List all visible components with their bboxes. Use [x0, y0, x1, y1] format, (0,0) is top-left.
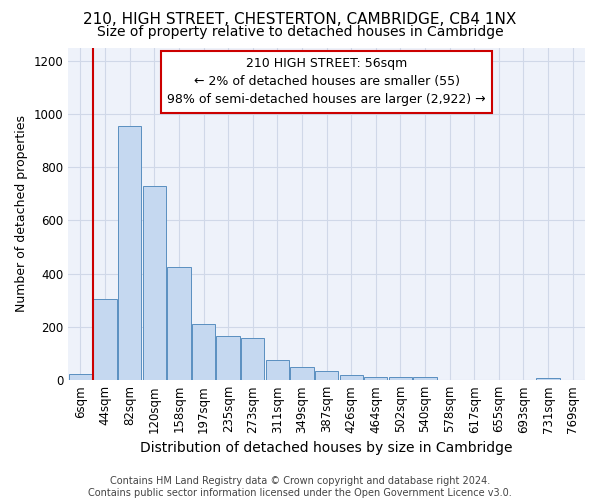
Bar — [217, 336, 240, 380]
Bar — [536, 378, 560, 380]
Bar — [413, 376, 437, 380]
Y-axis label: Number of detached properties: Number of detached properties — [15, 116, 28, 312]
Bar — [143, 186, 166, 380]
Bar — [364, 376, 388, 380]
Text: 210, HIGH STREET, CHESTERTON, CAMBRIDGE, CB4 1NX: 210, HIGH STREET, CHESTERTON, CAMBRIDGE,… — [83, 12, 517, 28]
X-axis label: Distribution of detached houses by size in Cambridge: Distribution of detached houses by size … — [140, 441, 513, 455]
Bar — [266, 360, 289, 380]
Text: Size of property relative to detached houses in Cambridge: Size of property relative to detached ho… — [97, 25, 503, 39]
Bar — [389, 376, 412, 380]
Bar — [94, 299, 117, 380]
Bar — [69, 374, 92, 380]
Bar — [315, 371, 338, 380]
Text: 210 HIGH STREET: 56sqm
← 2% of detached houses are smaller (55)
98% of semi-deta: 210 HIGH STREET: 56sqm ← 2% of detached … — [167, 58, 486, 106]
Bar — [241, 338, 265, 380]
Bar — [167, 267, 191, 380]
Bar — [340, 376, 363, 380]
Bar — [290, 367, 314, 380]
Bar — [192, 324, 215, 380]
Text: Contains HM Land Registry data © Crown copyright and database right 2024.
Contai: Contains HM Land Registry data © Crown c… — [88, 476, 512, 498]
Bar — [118, 126, 142, 380]
